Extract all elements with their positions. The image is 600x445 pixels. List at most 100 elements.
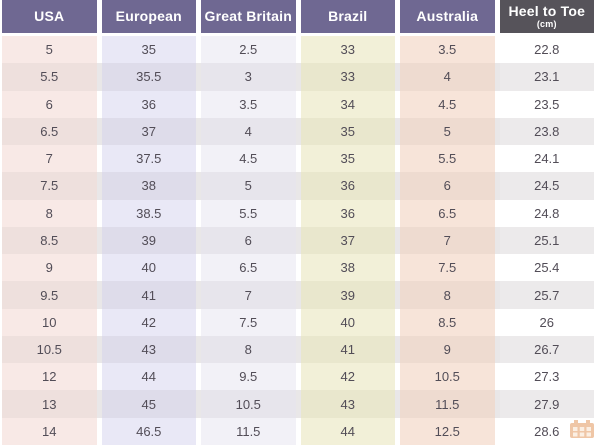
cell-brazil: 34 <box>300 90 395 118</box>
cell-brazil: 40 <box>300 308 395 336</box>
cell-great-britain: 9.5 <box>201 363 296 391</box>
header-heel-to-toe: Heel to Toe (cm) <box>499 0 594 33</box>
cell-heel-to-toe: 23.8 <box>499 117 594 146</box>
table-row: 7 37.5 4.5 35 5.5 24.1 <box>2 145 594 173</box>
table-row: 6.5 37 4 35 5 23.8 <box>2 117 594 146</box>
table-row: 9 40 6.5 38 7.5 25.4 <box>2 254 594 282</box>
cell-australia: 10.5 <box>400 363 495 391</box>
cell-australia: 5 <box>400 117 495 146</box>
cell-usa: 6.5 <box>2 117 97 146</box>
cell-heel-to-toe: 24.8 <box>499 199 594 227</box>
cell-european: 46.5 <box>101 417 196 445</box>
cell-australia: 4.5 <box>400 90 495 118</box>
cell-great-britain: 11.5 <box>201 417 296 445</box>
header-usa: USA <box>2 0 97 33</box>
table-row: 5 35 2.5 33 3.5 22.8 <box>2 36 594 64</box>
cell-heel-to-toe: 26 <box>499 308 594 336</box>
cell-australia: 8 <box>400 281 495 309</box>
cell-heel-to-toe: 27.9 <box>499 390 594 418</box>
table-row: 13 45 10.5 43 11.5 27.9 <box>2 390 594 418</box>
cell-heel-to-toe: 25.1 <box>499 226 594 255</box>
cell-heel-to-toe: 24.1 <box>499 145 594 173</box>
cell-heel-to-toe: 23.1 <box>499 63 594 91</box>
cell-usa: 7 <box>2 145 97 173</box>
cell-heel-to-toe: 24.5 <box>499 172 594 200</box>
cell-australia: 8.5 <box>400 308 495 336</box>
building-logo-icon <box>570 420 594 438</box>
cell-great-britain: 6 <box>201 226 296 255</box>
cell-european: 35.5 <box>101 63 196 91</box>
cell-european: 38 <box>101 172 196 200</box>
cell-brazil: 42 <box>300 363 395 391</box>
cell-great-britain: 7.5 <box>201 308 296 336</box>
cell-usa: 7.5 <box>2 172 97 200</box>
table-row: 7.5 38 5 36 6 24.5 <box>2 172 594 200</box>
cell-australia: 7.5 <box>400 254 495 282</box>
cell-great-britain: 3 <box>201 63 296 91</box>
cell-brazil: 36 <box>300 172 395 200</box>
cell-great-britain: 10.5 <box>201 390 296 418</box>
table-row: 9.5 41 7 39 8 25.7 <box>2 281 594 309</box>
cell-brazil: 41 <box>300 335 395 364</box>
cell-australia: 6.5 <box>400 199 495 227</box>
cell-usa: 8.5 <box>2 226 97 255</box>
cell-heel-to-toe: 25.7 <box>499 281 594 309</box>
cell-european: 40 <box>101 254 196 282</box>
cell-heel-to-toe: 22.8 <box>499 36 594 64</box>
cell-european: 38.5 <box>101 199 196 227</box>
cell-usa: 9 <box>2 254 97 282</box>
cell-usa: 6 <box>2 90 97 118</box>
cell-great-britain: 5 <box>201 172 296 200</box>
table-row: 5.5 35.5 3 33 4 23.1 <box>2 63 594 91</box>
table-row: 12 44 9.5 42 10.5 27.3 <box>2 363 594 391</box>
cell-brazil: 37 <box>300 226 395 255</box>
cell-european: 41 <box>101 281 196 309</box>
header-european: European <box>101 0 196 33</box>
cell-usa: 10.5 <box>2 335 97 364</box>
table-row: 10.5 43 8 41 9 26.7 <box>2 335 594 364</box>
cell-european: 37.5 <box>101 145 196 173</box>
cell-great-britain: 8 <box>201 335 296 364</box>
cell-great-britain: 2.5 <box>201 36 296 64</box>
cell-heel-to-toe: 27.3 <box>499 363 594 391</box>
cell-great-britain: 3.5 <box>201 90 296 118</box>
cell-brazil: 38 <box>300 254 395 282</box>
cell-brazil: 36 <box>300 199 395 227</box>
cell-great-britain: 4 <box>201 117 296 146</box>
cell-australia: 5.5 <box>400 145 495 173</box>
header-heel-to-toe-label: Heel to Toe <box>508 2 586 19</box>
cell-usa: 5 <box>2 36 97 64</box>
header-brazil: Brazil <box>300 0 395 33</box>
header-heel-to-toe-unit: (cm) <box>536 18 557 29</box>
cell-european: 42 <box>101 308 196 336</box>
table-row: 14 46.5 11.5 44 12.5 28.6 <box>2 417 594 445</box>
cell-european: 36 <box>101 90 196 118</box>
cell-brazil: 33 <box>300 36 395 64</box>
cell-brazil: 43 <box>300 390 395 418</box>
cell-brazil: 39 <box>300 281 395 309</box>
cell-heel-to-toe: 23.5 <box>499 90 594 118</box>
cell-european: 39 <box>101 226 196 255</box>
cell-great-britain: 5.5 <box>201 199 296 227</box>
cell-australia: 9 <box>400 335 495 364</box>
cell-european: 45 <box>101 390 196 418</box>
cell-heel-to-toe: 25.4 <box>499 254 594 282</box>
cell-usa: 8 <box>2 199 97 227</box>
cell-usa: 14 <box>2 417 97 445</box>
cell-european: 35 <box>101 36 196 64</box>
cell-usa: 5.5 <box>2 63 97 91</box>
table-row: 10 42 7.5 40 8.5 26 <box>2 308 594 336</box>
cell-brazil: 33 <box>300 63 395 91</box>
cell-brazil: 35 <box>300 145 395 173</box>
cell-european: 43 <box>101 335 196 364</box>
cell-usa: 10 <box>2 308 97 336</box>
cell-usa: 9.5 <box>2 281 97 309</box>
header-great-britain: Great Britain <box>201 0 296 33</box>
cell-heel-to-toe: 26.7 <box>499 335 594 364</box>
table-header-row: USA European Great Britain Brazil Austra… <box>2 0 594 33</box>
cell-australia: 6 <box>400 172 495 200</box>
header-australia: Australia <box>400 0 495 33</box>
table-row: 8.5 39 6 37 7 25.1 <box>2 226 594 255</box>
cell-australia: 7 <box>400 226 495 255</box>
